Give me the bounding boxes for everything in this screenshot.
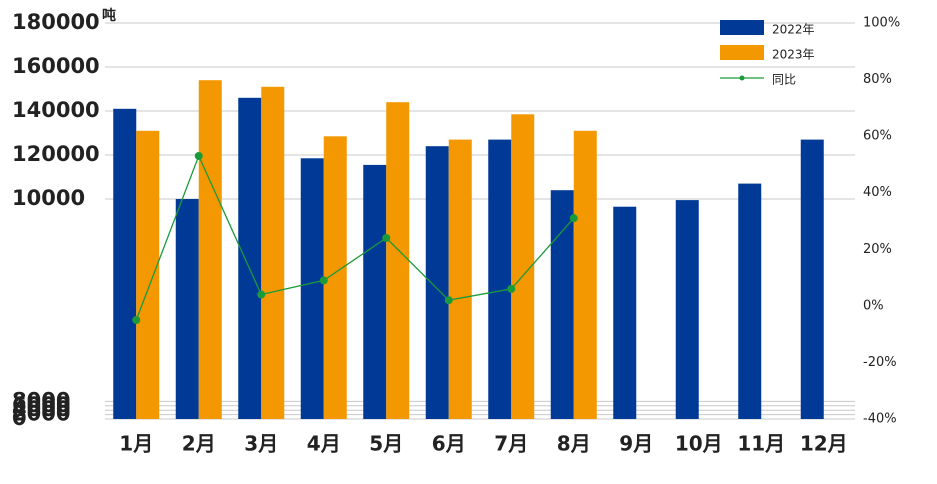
y2-tick-label: 20% (863, 242, 892, 257)
line-point (569, 214, 578, 223)
x-tick-label: 2月 (182, 432, 216, 456)
line-point (507, 284, 516, 293)
y-tick-label: 160000 (12, 54, 100, 78)
y-tick-label: 140000 (12, 98, 100, 122)
y-tick-label: 180000 (12, 10, 100, 34)
bar (738, 183, 762, 419)
bar (573, 130, 597, 420)
x-tick-label: 12月 (800, 432, 848, 456)
x-tick-label: 10月 (675, 432, 723, 456)
y2-tick-label: 0% (863, 298, 884, 313)
bar (136, 130, 160, 420)
bar (448, 139, 472, 419)
y-tick-label: 120000 (12, 142, 100, 166)
bar (323, 136, 347, 420)
bar (363, 164, 387, 419)
y-tick-label: 2000 (12, 402, 70, 426)
y-unit: 吨 (102, 7, 116, 24)
y-tick-label: 6000 (12, 393, 70, 417)
y-tick-label: 10000 (12, 186, 85, 210)
bar (511, 114, 535, 420)
x-tick-label: 8月 (557, 432, 591, 456)
x-tick-label: 7月 (494, 432, 528, 456)
bar (113, 108, 137, 420)
y2-tick-label: 60% (863, 129, 892, 144)
line-point (382, 233, 391, 242)
y-tick-label: 0 (12, 406, 27, 430)
legend-label: 同比 (772, 73, 796, 87)
legend-label: 2023年 (772, 48, 815, 62)
legend-label: 2022年 (772, 23, 815, 37)
x-tick-label: 11月 (737, 432, 785, 456)
x-tick-label: 3月 (244, 432, 278, 456)
legend-dot (739, 75, 745, 81)
bar (613, 206, 637, 419)
bar (300, 158, 324, 420)
y2-tick-label: 80% (863, 72, 892, 87)
bar (175, 199, 199, 419)
x-tick-label: 6月 (432, 432, 466, 456)
line-point (132, 316, 141, 324)
y2-tick-label: 40% (863, 185, 892, 200)
y2-tick-label: 100% (863, 16, 900, 31)
bar (550, 190, 574, 419)
x-tick-label: 9月 (619, 432, 653, 456)
y2-tick-label: -20% (863, 355, 897, 370)
y-tick-label: 8000 (12, 388, 70, 412)
line-point (319, 276, 328, 285)
line-point (257, 290, 266, 299)
bar (261, 86, 285, 420)
legend-swatch (720, 45, 764, 60)
bar (198, 80, 222, 419)
line (135, 154, 575, 321)
bar (425, 146, 449, 419)
bar (386, 102, 410, 419)
x-tick-label: 4月 (307, 432, 341, 456)
x-tick-label: 5月 (369, 432, 403, 456)
bar (488, 139, 512, 419)
legend-swatch (720, 20, 764, 35)
y-tick-label: 4000 (12, 397, 70, 421)
line-point (194, 151, 203, 160)
bar (675, 200, 699, 419)
y2-tick-label: -40% (863, 412, 897, 427)
line-point (444, 296, 453, 305)
bar (800, 139, 824, 419)
bar (238, 97, 262, 420)
x-tick-label: 1月 (119, 432, 153, 456)
